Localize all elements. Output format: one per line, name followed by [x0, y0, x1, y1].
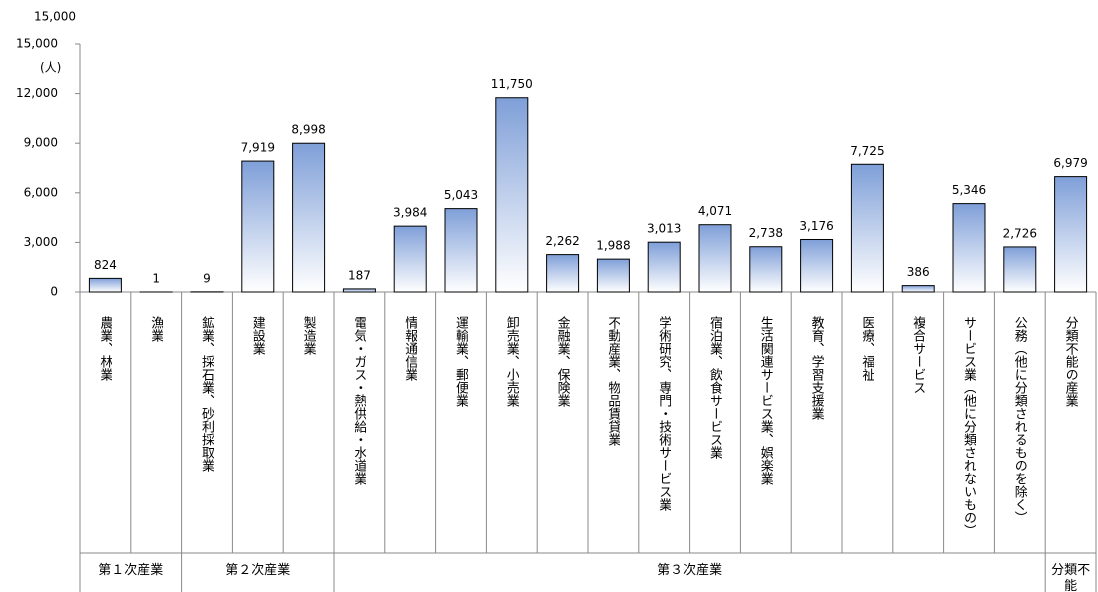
value-label: 7,919: [241, 141, 275, 155]
bar: [292, 142, 326, 293]
value-label: 8,998: [291, 123, 325, 137]
y-tick-label: 15,000: [16, 37, 58, 51]
bar: [596, 258, 630, 293]
group-label: 分類不能: [1051, 563, 1091, 592]
category-label: 生活関連サービス業、娯楽業: [757, 316, 773, 485]
category-label: 製造業: [300, 316, 316, 355]
category-label: 公務（他に分類されるものを除く）: [1011, 316, 1027, 524]
bar: [546, 254, 580, 293]
value-label: 3,176: [799, 219, 833, 233]
value-label: 824: [94, 258, 117, 272]
value-label: 11,750: [491, 77, 533, 91]
bar: [342, 288, 376, 293]
category-label: 学術研究、専門・技術サービス業: [656, 316, 672, 511]
category-label: 漁業: [148, 316, 164, 342]
bar: [1054, 176, 1088, 293]
value-label: 3,013: [647, 222, 681, 236]
category-label: 教育、学習支援業: [808, 316, 824, 420]
value-label: 2,726: [1003, 226, 1037, 240]
value-label: 4,071: [698, 204, 732, 218]
category-label: 運輸業、郵便業: [453, 316, 468, 407]
category-label: 金融業、保険業: [554, 316, 570, 407]
y-tick-label: 9,000: [24, 136, 58, 150]
category-label: 不動産業、物品賃貸業: [605, 316, 621, 446]
category-label: 建設業: [249, 316, 265, 355]
annotation: 15,000: [34, 10, 76, 24]
bar: [698, 224, 732, 293]
category-label: 医療、福祉: [859, 316, 875, 381]
category-label: 複合サービス: [910, 316, 926, 394]
value-label: 187: [348, 268, 371, 282]
value-label: 9: [203, 271, 211, 285]
bar: [749, 246, 783, 293]
value-label: 2,738: [749, 226, 783, 240]
category-label: 電気・ガス・熱供給・水道業: [351, 316, 367, 485]
bar: [444, 208, 478, 293]
category-label: 卸売業、小売業: [503, 316, 519, 407]
bar: [901, 285, 935, 293]
unit-label: (人): [40, 61, 61, 75]
value-label: 2,262: [545, 234, 579, 248]
bar: [241, 160, 275, 293]
category-label: 情報通信業: [402, 316, 418, 381]
y-tick-label: 12,000: [16, 86, 58, 100]
group-label: 第１次産業: [98, 563, 164, 578]
bar: [952, 203, 986, 293]
value-label: 386: [907, 265, 930, 279]
group-label: 第２次産業: [225, 563, 291, 578]
group-label: 第３次産業: [657, 563, 723, 578]
bar: [393, 225, 427, 293]
value-label: 6,979: [1053, 156, 1087, 170]
category-label: 農業、林業: [97, 316, 113, 381]
bar: [1003, 246, 1037, 293]
category-label: 分類不能の産業: [1062, 316, 1078, 407]
category-label: 宿泊業、飲食サービス業: [707, 316, 722, 459]
value-label: 5,346: [952, 183, 986, 197]
y-tick-label: 3,000: [24, 235, 58, 249]
value-label: 5,043: [444, 188, 478, 202]
value-label: 7,725: [850, 144, 884, 158]
bar: [647, 241, 681, 293]
value-label: 3,984: [393, 206, 427, 220]
value-label: 1,988: [596, 239, 630, 253]
category-label: サービス業（他に分類されないもの）: [961, 316, 976, 537]
y-tick-label: 6,000: [24, 185, 58, 199]
bar: [800, 238, 834, 293]
bar: [88, 277, 122, 293]
bar: [495, 97, 529, 293]
value-label: 1: [152, 271, 160, 285]
y-tick-label: 0: [50, 285, 58, 299]
category-label: 鉱業、採石業、砂利採取業: [199, 316, 214, 472]
bar: [850, 163, 884, 293]
